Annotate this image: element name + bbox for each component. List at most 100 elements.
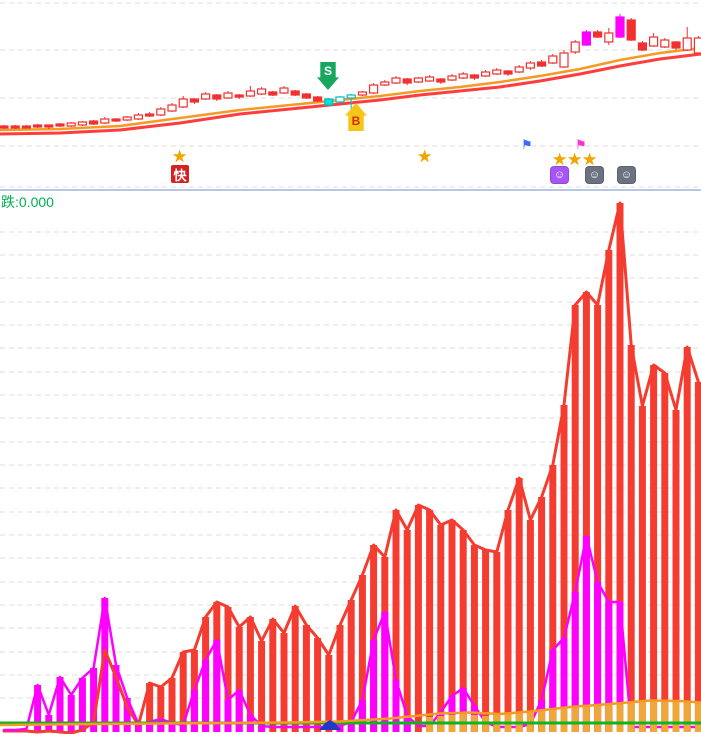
volume-bar-magenta [202,660,210,732]
volume-bar-red [269,619,277,732]
volume-bar-red [594,305,602,732]
volume-bar-magenta [392,680,400,732]
volume-bar-red [246,617,254,732]
volume-bar-red [482,550,490,732]
volume-bar-magenta [594,582,602,732]
volume-bar-gold [661,700,669,732]
candle-body [335,96,345,103]
volume-bar-red [168,678,176,732]
volume-bar-red [493,552,501,732]
volume-bar-magenta [347,722,355,732]
candle-body [626,19,636,41]
volume-bar-red [437,525,445,732]
volume-bar-gold [560,708,568,732]
candle-body [570,41,580,53]
volume-bar-magenta [168,723,176,732]
volume-bar-magenta [34,685,42,732]
candle-body [648,36,659,47]
candle-body [615,16,625,38]
candle-body [324,98,334,106]
candle-body [637,42,648,51]
candle-body [201,93,211,100]
candle-body [436,78,446,83]
volume-bar-gold [594,705,602,732]
face-icon: ☺ [585,166,604,184]
candle-body [32,124,43,128]
candle-body [77,121,88,126]
candle-body [122,116,132,121]
volume-bar-red [560,405,568,732]
volume-bar-gold [571,707,579,732]
volume-bar-red [403,530,411,732]
candle-body [156,108,166,116]
volume-bar-red [314,638,322,732]
volume-bar-gold [582,706,590,732]
volume-bar-red [235,627,243,732]
candle-body [425,76,435,82]
volume-bar-gold [549,710,557,732]
volume-bar-red [616,203,624,732]
candle-body [380,81,390,86]
star-icon: ★ [567,150,583,169]
candle-body [481,71,491,77]
candle-body [391,77,401,84]
volume-bar-red [336,625,344,732]
candle-body [469,74,479,79]
candle-body [525,62,536,69]
volume-bar-magenta [235,690,243,732]
volume-bar-red [526,520,534,732]
candle-body [167,104,177,112]
candle-body [301,93,311,99]
volume-bar-red [325,655,333,732]
star-icon: ★ [552,150,568,169]
volume-bar-red [582,292,590,732]
candle-body [592,31,603,38]
volume-bar-red [661,373,669,732]
candle-body [346,94,356,99]
volume-bar-gold [605,704,613,732]
volume-bar-red [146,683,154,732]
volume-bar-red [650,365,658,732]
volume-bar-magenta [67,695,75,732]
volume-bar-red [347,600,355,732]
volume-bar-red [426,510,434,732]
candle-body [189,98,199,103]
volume-bar-magenta [459,688,467,732]
candle-body [682,37,692,51]
volume-bar-magenta [358,700,366,732]
volume-bar-gold [627,702,635,732]
buy-signal-marker: B [345,103,367,131]
volume-bar-magenta [78,678,86,732]
star-icon: ★ [417,147,433,166]
volume-bar-red [459,530,467,732]
volume-bar-gold [638,701,646,732]
volume-bar-red [605,250,613,732]
flag-icon: ⚑ [575,137,587,152]
volume-bar-magenta [146,722,154,732]
candle-body [671,41,681,49]
volume-bar-magenta [571,592,579,732]
volume-bar-magenta [560,638,568,732]
volume-bar-gold [616,703,624,732]
volume-bar-red [638,406,646,732]
volume-bar-gold [694,702,701,732]
ma-red [0,52,701,136]
volume-bar-red [414,505,422,732]
volume-bar-red [358,575,366,732]
volume-bar-red [504,510,512,732]
candle-body [660,39,670,48]
candle-body [559,52,569,68]
candle-body [514,66,524,73]
volume-bar-magenta [112,665,120,732]
ma-orange [0,46,701,132]
candle-body [88,120,99,125]
volume-bar-gold [683,701,691,732]
orange-ma-line [0,699,701,727]
volume-bar-red [392,510,400,732]
volume-bar-red [258,641,266,732]
candle-body [536,61,547,67]
volume-bar-red [627,345,635,732]
candle-body [268,91,278,96]
